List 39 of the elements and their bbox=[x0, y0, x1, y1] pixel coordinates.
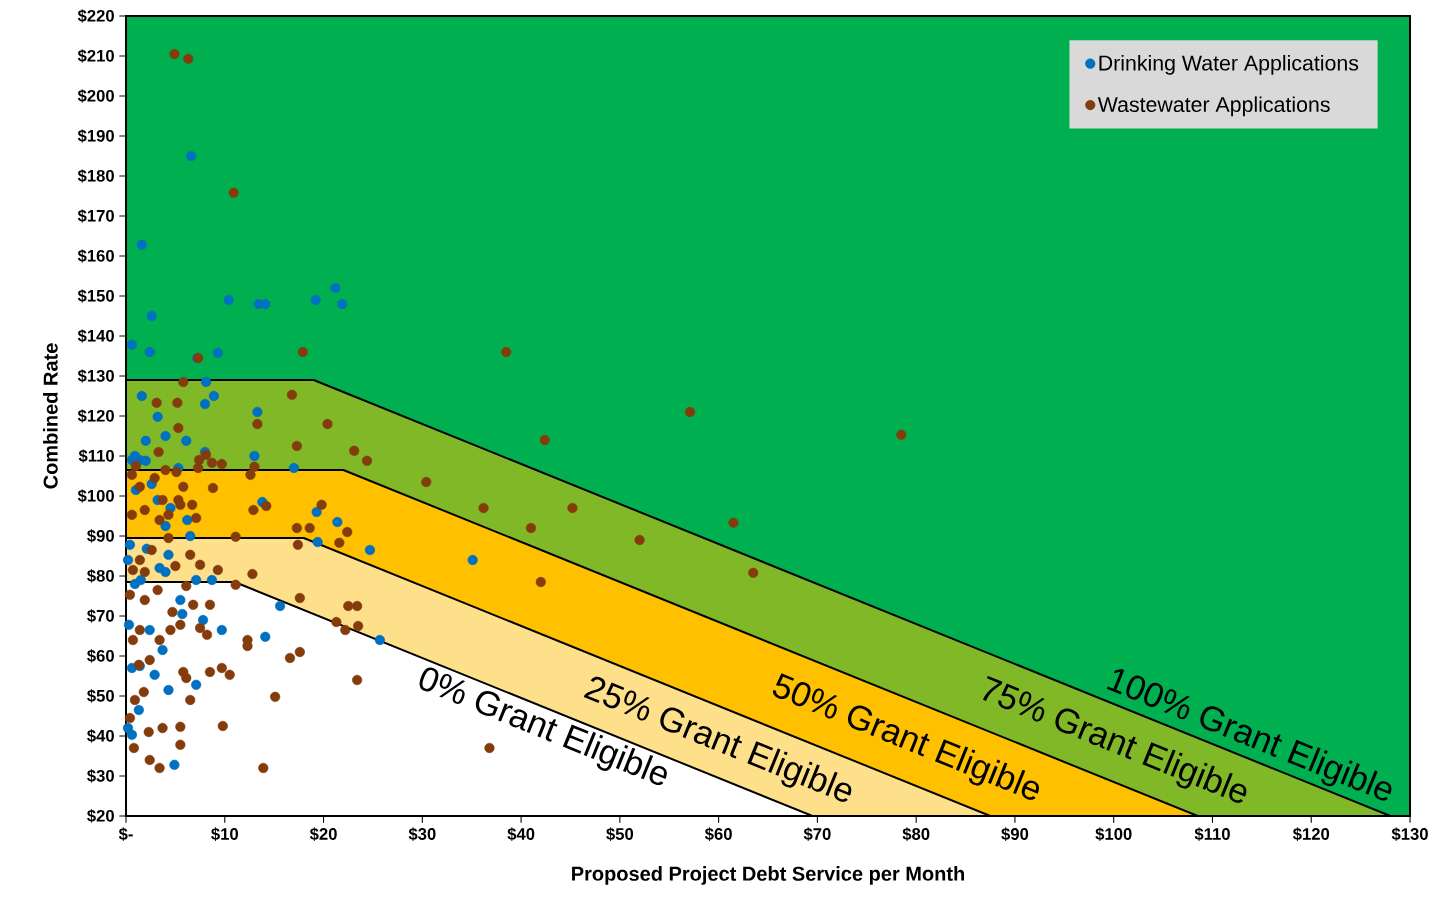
y-tick-label: $120 bbox=[77, 409, 114, 423]
legend-label: Drinking Water Applications bbox=[1099, 54, 1359, 75]
y-tick-label: $90 bbox=[87, 529, 114, 543]
y-tick-label: $210 bbox=[77, 49, 114, 63]
x-tick-label: $130 bbox=[1391, 827, 1428, 841]
x-tick-label: $10 bbox=[211, 827, 238, 841]
x-tick-label: $60 bbox=[704, 827, 732, 841]
x-tick-label: $20 bbox=[309, 827, 337, 841]
y-tick-label: $30 bbox=[87, 769, 114, 783]
y-tick-label: $110 bbox=[78, 449, 114, 463]
y-tick-label: $150 bbox=[77, 289, 114, 303]
y-tick-label: $80 bbox=[87, 569, 114, 583]
y-tick-label: $160 bbox=[77, 249, 114, 263]
y-tick-label: $20 bbox=[87, 809, 114, 823]
y-tick-label: $200 bbox=[77, 89, 114, 103]
x-tick-label: $30 bbox=[408, 827, 436, 841]
y-axis-title: Combined Rate bbox=[43, 343, 58, 489]
x-tick-label: $50 bbox=[606, 827, 634, 841]
y-tick-label: $60 bbox=[87, 649, 114, 663]
x-tick-label: $90 bbox=[1001, 827, 1029, 841]
x-tick-label: $40 bbox=[507, 827, 535, 841]
y-tick-label: $50 bbox=[87, 689, 114, 703]
x-tick-label: $70 bbox=[803, 827, 831, 841]
x-tick-label: $120 bbox=[1292, 827, 1330, 841]
y-tick-label: $170 bbox=[77, 209, 114, 223]
y-tick-label: $180 bbox=[77, 169, 114, 183]
legend-label: Wastewater Applications bbox=[1097, 96, 1330, 117]
y-tick-label: $130 bbox=[77, 369, 114, 383]
x-tick-label: $100 bbox=[1095, 827, 1132, 841]
x-axis-title: Proposed Project Debt Service per Month bbox=[572, 866, 965, 885]
y-tick-label: $100 bbox=[77, 489, 114, 503]
y-tick-label: $220 bbox=[77, 9, 114, 23]
x-tick-label: $110 bbox=[1194, 827, 1230, 841]
y-tick-label: $190 bbox=[77, 129, 114, 143]
y-tick-label: $70 bbox=[87, 609, 114, 623]
x-tick-label: $80 bbox=[902, 827, 930, 841]
y-tick-label: $140 bbox=[77, 329, 114, 343]
x-tick-label: $- bbox=[118, 827, 133, 841]
y-tick-label: $40 bbox=[87, 729, 114, 743]
